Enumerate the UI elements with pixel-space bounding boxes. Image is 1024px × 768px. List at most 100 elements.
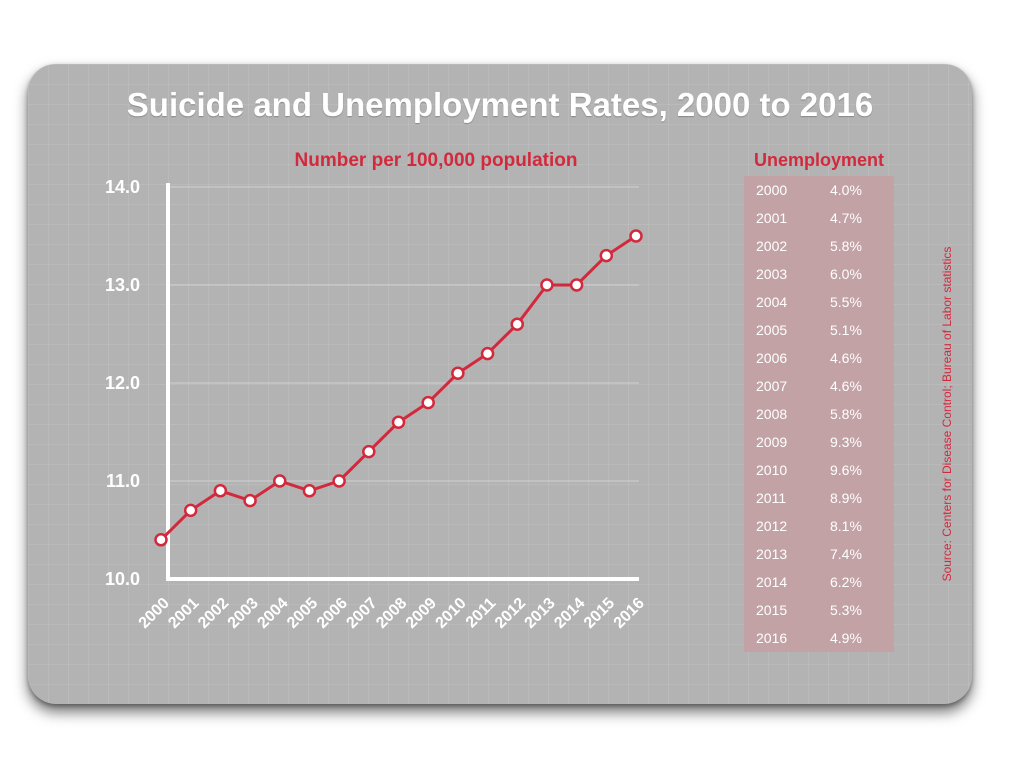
- row-year: 2011: [756, 490, 787, 506]
- table-row: 2009 9.3%: [744, 428, 894, 456]
- row-year: 2012: [756, 518, 788, 534]
- x-axis-ticks: 2000200120022003200420052006200720082009…: [136, 595, 648, 632]
- x-tick-label: 2015: [581, 595, 618, 632]
- table-row: 2015 5.3%: [744, 596, 894, 624]
- y-tick-label: 14.0: [105, 177, 140, 197]
- row-rate: 4.6%: [830, 378, 862, 394]
- x-tick-label: 2013: [522, 595, 559, 632]
- table-row: 2006 4.6%: [744, 344, 894, 372]
- x-tick-label: 2002: [195, 595, 232, 632]
- row-rate: 4.9%: [830, 630, 862, 646]
- row-year: 2003: [756, 266, 788, 282]
- row-rate: 5.5%: [830, 294, 862, 310]
- unemployment-title: Unemployment: [753, 150, 885, 170]
- data-point: [451, 366, 465, 380]
- x-tick-label: 2014: [551, 595, 588, 632]
- data-point: [273, 474, 287, 488]
- data-point: [510, 317, 524, 331]
- row-year: 2006: [756, 350, 788, 366]
- row-rate: 4.6%: [830, 350, 862, 366]
- unemployment-table: 2000 4.0% 2001 4.7% 2002 5.8% 2003 6.0% 2004 5.5%…: [744, 176, 894, 652]
- row-year: 2015: [756, 602, 788, 618]
- row-year: 2009: [756, 434, 788, 450]
- x-tick-label: 2006: [314, 595, 351, 632]
- row-rate: 5.8%: [830, 406, 862, 422]
- table-row: 2011 8.9%: [744, 484, 894, 512]
- table-row: 2004 5.5%: [744, 288, 894, 316]
- main-title: Suicide and Unemployment Rates, 2000 to …: [126, 86, 874, 123]
- row-rate: 9.3%: [830, 434, 862, 450]
- infographic-card: Suicide and Unemployment Rates, 2000 to …: [28, 64, 972, 704]
- row-rate: 8.9%: [830, 490, 862, 506]
- row-year: 2004: [756, 294, 788, 310]
- table-row: 2005 5.1%: [744, 316, 894, 344]
- row-year: 2000: [756, 182, 788, 198]
- data-point: [391, 415, 406, 429]
- row-year: 2016: [756, 630, 788, 646]
- table-row: 2003 6.0%: [744, 260, 894, 288]
- data-point: [569, 278, 584, 292]
- table-row: 2007 4.6%: [744, 372, 894, 400]
- row-year: 2002: [756, 238, 788, 254]
- table-row: 2010 9.6%: [744, 456, 894, 484]
- row-year: 2008: [756, 406, 788, 422]
- line-chart: 10.011.012.013.014.0 2000200120022003200…: [105, 177, 648, 632]
- row-year: 2010: [756, 462, 788, 478]
- chart-subtitle: Number per 100,000 population: [294, 150, 578, 171]
- data-point: [540, 278, 554, 292]
- grid-lines: [168, 186, 639, 482]
- data-point: [183, 503, 198, 518]
- row-rate: 8.1%: [830, 518, 862, 534]
- table-row: 2000 4.0%: [744, 176, 894, 204]
- x-tick-label: 2011: [463, 595, 500, 632]
- x-tick-label: 2007: [343, 595, 380, 632]
- x-tick-label: 2001: [165, 595, 202, 632]
- table-row: 2014 6.2%: [744, 568, 894, 596]
- data-point: [243, 493, 257, 508]
- y-tick-label: 12.0: [105, 373, 140, 393]
- row-rate: 6.0%: [830, 266, 862, 282]
- y-axis-ticks: 10.0 11.0 12.0 13.0 14.0: [105, 177, 140, 589]
- row-rate: 6.2%: [830, 574, 862, 590]
- x-tick-label: 2016: [611, 595, 648, 632]
- data-point: [154, 533, 168, 547]
- x-tick-label: 2009: [403, 595, 440, 632]
- row-year: 2013: [756, 546, 788, 562]
- table-row: 2016 4.9%: [744, 624, 894, 652]
- x-tick-label: 2008: [373, 595, 410, 632]
- y-tick-label: 10.0: [105, 569, 140, 589]
- data-point: [362, 444, 376, 459]
- data-point: [302, 484, 317, 498]
- table-row: 2001 4.7%: [744, 204, 894, 232]
- x-tick-label: 2000: [136, 595, 173, 632]
- data-point: [332, 474, 346, 488]
- row-year: 2007: [756, 378, 788, 394]
- row-rate: 9.6%: [830, 462, 862, 478]
- y-tick-label: 13.0: [105, 275, 140, 295]
- table-row: 2012 8.1%: [744, 512, 894, 540]
- series-line: [159, 234, 637, 541]
- table-row: 2002 5.8%: [744, 232, 894, 260]
- row-rate: 4.0%: [830, 182, 862, 198]
- x-tick-label: 2005: [284, 595, 321, 632]
- row-rate: 5.8%: [830, 238, 862, 254]
- source-note: Source: Centers for Disease Control; Bur…: [940, 184, 956, 644]
- source-text: Source: Centers for Disease Control; Bur…: [940, 246, 954, 582]
- y-tick-label: 11.0: [106, 471, 140, 491]
- data-point: [421, 395, 435, 410]
- row-rate: 5.3%: [830, 602, 862, 618]
- data-point: [599, 248, 614, 263]
- row-year: 2001: [756, 210, 788, 226]
- chart-axes: [166, 183, 639, 581]
- table-row: 2013 7.4%: [744, 540, 894, 568]
- row-year: 2014: [756, 574, 788, 590]
- row-year: 2005: [756, 322, 788, 338]
- x-tick-label: 2003: [225, 595, 262, 632]
- data-point: [480, 346, 495, 361]
- data-point: [629, 229, 643, 243]
- row-rate: 4.7%: [830, 210, 862, 226]
- series-layer: [154, 229, 643, 547]
- x-tick-label: 2012: [492, 595, 529, 632]
- row-rate: 7.4%: [830, 546, 862, 562]
- x-tick-label: 2010: [433, 595, 470, 632]
